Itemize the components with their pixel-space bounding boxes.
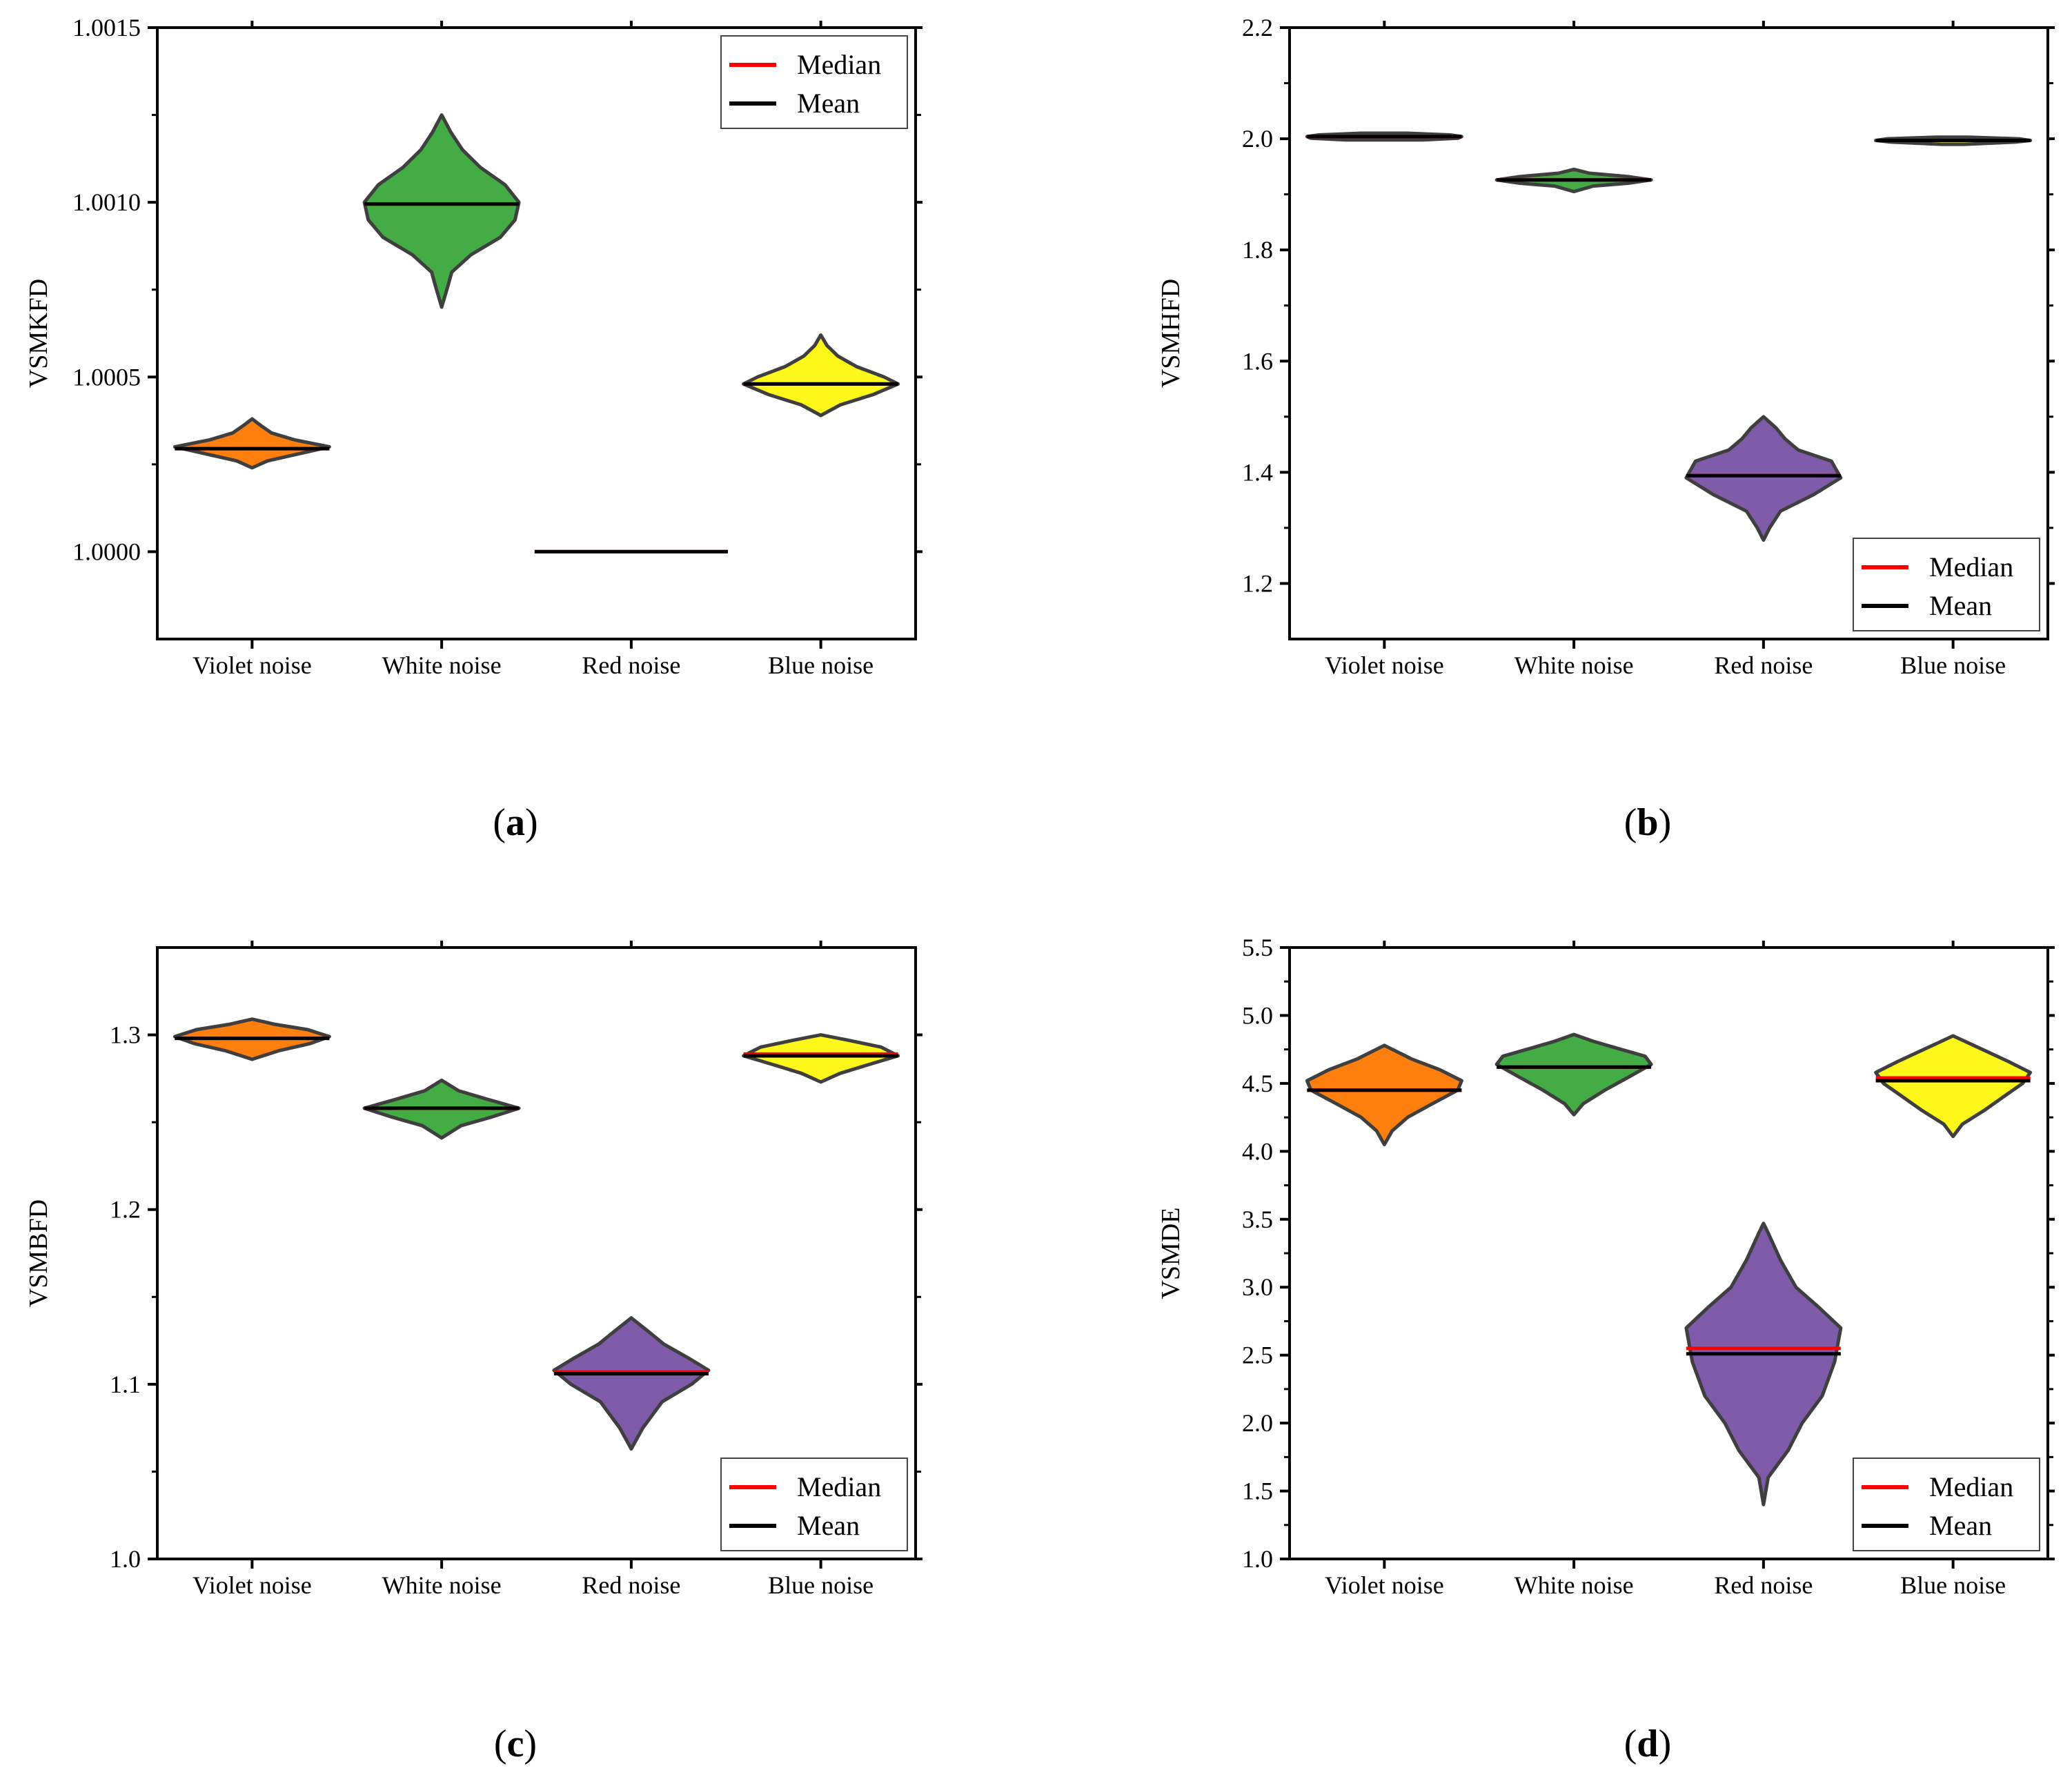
x-tick-label-violet-noise: Violet noise	[193, 1571, 312, 1599]
x-tick-label-white-noise: White noise	[382, 1571, 502, 1599]
legend-median-label: Median	[797, 49, 881, 80]
legend-box	[720, 35, 908, 129]
x-tick-label-red-noise: Red noise	[582, 651, 680, 679]
x-tick-label-white-noise: White noise	[1514, 651, 1634, 679]
panel-label: (d)	[1624, 1723, 1671, 1765]
y-tick-label: 4.5	[1242, 1070, 1273, 1097]
y-tick-label: 2.2	[1242, 14, 1273, 41]
y-axis-title: VSMBFD	[24, 1199, 53, 1307]
y-tick-label: 1.4	[1242, 458, 1273, 486]
plot-frame	[156, 26, 917, 640]
panel-c: 1.0 1.1 1.2 1.3 Violet noise White noise Red n…	[24, 941, 922, 1765]
y-tick-label: 1.0005	[72, 363, 141, 391]
legend-median-label: Median	[797, 1471, 881, 1502]
violin-blue-noise	[1874, 1034, 2033, 1139]
plot-frame	[1288, 26, 2049, 640]
x-tick-label-violet-noise: Violet noise	[1325, 1571, 1444, 1599]
legend: Median Mean	[1853, 538, 2040, 631]
x-tick-label-white-noise: White noise	[1514, 1571, 1634, 1599]
violin-violet-noise	[1305, 1043, 1463, 1146]
y-tick-label: 4.0	[1242, 1137, 1273, 1165]
x-tick-label-white-noise: White noise	[382, 651, 502, 679]
legend-median-label: Median	[1929, 1471, 2013, 1502]
legend-mean-label: Mean	[797, 88, 860, 119]
y-tick-label: 1.2	[1242, 569, 1273, 597]
y-axis-title: VSMHFD	[1156, 279, 1185, 388]
x-tick-label-red-noise: Red noise	[582, 1571, 680, 1599]
y-axis-title: VSMDE	[1156, 1207, 1185, 1299]
y-tick-label: 5.0	[1242, 1001, 1273, 1029]
legend-box	[720, 1458, 908, 1551]
y-tick-label: 1.2	[110, 1196, 141, 1224]
x-tick-label-violet-noise: Violet noise	[193, 651, 312, 679]
y-axis-title: VSMKFD	[24, 279, 53, 388]
violin-red-noise	[1684, 1221, 1843, 1507]
legend-mean-label: Mean	[1929, 590, 1992, 621]
violin-red-noise	[1684, 415, 1843, 542]
plot-frame	[156, 946, 917, 1560]
y-tick-label: 1.0000	[72, 538, 141, 565]
violin-red-noise	[552, 1316, 711, 1451]
legend: Median Mean	[720, 35, 908, 129]
legend-median-label: Median	[1929, 551, 2013, 582]
y-tick-label: 1.1	[110, 1371, 141, 1398]
x-tick-label-blue-noise: Blue noise	[768, 1571, 874, 1599]
y-tick-label: 1.3	[110, 1021, 141, 1049]
panel-label: (c)	[494, 1723, 537, 1765]
legend: Median Mean	[1853, 1458, 2040, 1551]
y-tick-label: 2.0	[1242, 125, 1273, 153]
legend: Median Mean	[720, 1458, 908, 1551]
violin-blue-noise	[742, 1033, 900, 1084]
y-tick-label: 5.5	[1242, 934, 1273, 961]
legend-mean-label: Mean	[797, 1510, 860, 1541]
legend-box	[1853, 1458, 2040, 1551]
y-tick-label: 1.0015	[72, 14, 141, 41]
violin-blue-noise	[742, 333, 900, 418]
y-tick-label: 1.5	[1242, 1478, 1273, 1505]
violin-white-noise	[1494, 1032, 1653, 1117]
violin-violet-noise	[172, 417, 331, 470]
y-tick-label: 1.0010	[72, 188, 141, 216]
panel-b: 1.2 1.4 1.6 1.8 2.0 2.2 Violet noise White nois…	[1156, 14, 2055, 844]
legend-mean-label: Mean	[1929, 1510, 1992, 1541]
y-tick-label: 1.6	[1242, 347, 1273, 375]
x-tick-label-blue-noise: Blue noise	[1900, 651, 2006, 679]
y-tick-label: 3.5	[1242, 1206, 1273, 1233]
violin-white-noise	[362, 113, 521, 309]
panel-label: (b)	[1624, 801, 1671, 844]
panel-label: (a)	[493, 801, 537, 844]
x-tick-label-red-noise: Red noise	[1714, 651, 1813, 679]
y-tick-label: 2.0	[1242, 1409, 1273, 1437]
y-tick-label: 1.0	[1242, 1545, 1273, 1573]
y-tick-label: 1.0	[110, 1545, 141, 1573]
panel-d: 1.0 1.5 2.0 2.5 3.0 3.5 4.0 4.5 5.0 5.5 Violet noi…	[1156, 934, 2055, 1765]
x-tick-label-blue-noise: Blue noise	[768, 651, 874, 679]
y-tick-label: 3.0	[1242, 1273, 1273, 1301]
y-tick-label: 2.5	[1242, 1342, 1273, 1369]
y-tick-label: 1.8	[1242, 236, 1273, 264]
legend-box	[1853, 538, 2040, 631]
x-tick-label-violet-noise: Violet noise	[1325, 651, 1444, 679]
panel-a: 1.0000 1.0005 1.0010 1.0015 Violet noise Whit…	[24, 14, 922, 844]
x-tick-label-blue-noise: Blue noise	[1900, 1571, 2006, 1599]
x-tick-label-red-noise: Red noise	[1714, 1571, 1813, 1599]
